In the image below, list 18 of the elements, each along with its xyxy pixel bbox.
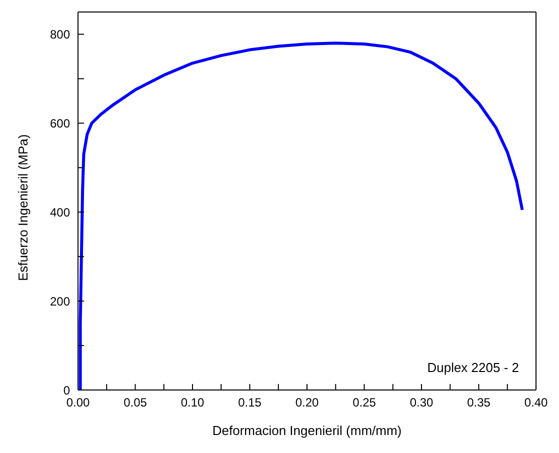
y-tick-label: 0 [63,383,70,398]
y-tick-label: 600 [50,116,70,130]
x-tick-label: 0.30 [410,396,434,410]
x-axis-title: Deformacion Ingenieril (mm/mm) [212,423,402,438]
x-tick-label: 0.20 [295,396,319,410]
line-series [78,42,524,390]
x-tick-label: 0.00 [66,396,90,410]
y-tick-label: 200 [50,294,70,308]
x-tick-label: 0.40 [524,396,548,410]
x-tick-label: 0.05 [124,396,148,410]
y-tick-label: 800 [50,27,70,42]
x-tick-label: 0.35 [467,396,491,410]
x-tick-label: 0.25 [352,396,376,410]
x-tick-label: 0.15 [238,396,262,410]
x-tick-label: 0.10 [180,396,204,410]
annotation: Duplex 2205 - 2 [427,360,519,375]
y-tick-label: 400 [50,205,70,220]
y-axis-title: Esfuerzo Ingenieril (MPa) [16,134,31,281]
